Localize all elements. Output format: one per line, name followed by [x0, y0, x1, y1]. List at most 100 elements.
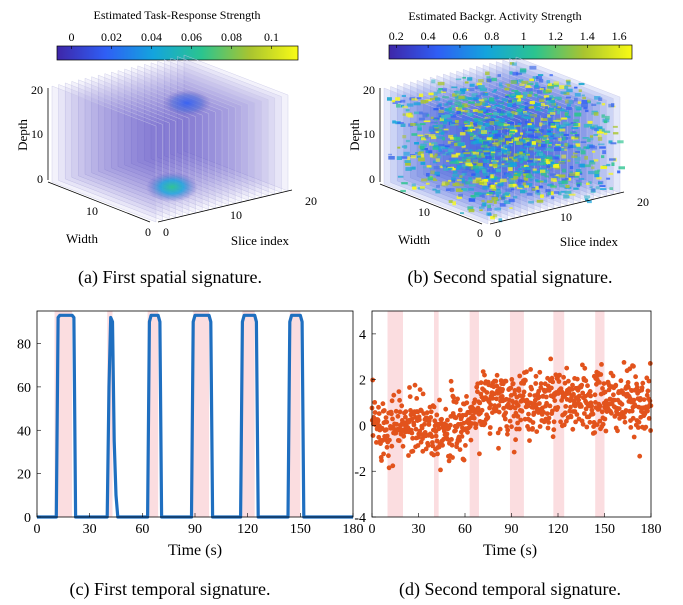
activity-voxel [541, 159, 546, 162]
activity-voxel [515, 153, 520, 156]
activity-voxel [519, 83, 525, 86]
activity-voxel [457, 179, 462, 182]
data-point [587, 419, 593, 425]
activity-voxel [437, 155, 442, 159]
data-point [598, 372, 604, 377]
activity-voxel [459, 175, 463, 178]
activity-voxel [431, 79, 436, 84]
colorbar-title-a: Estimated Task-Response Strength [94, 8, 261, 22]
activity-voxel [591, 166, 595, 170]
data-point [599, 362, 604, 367]
activity-voxel [578, 82, 585, 86]
y-tick-label: 80 [17, 338, 31, 353]
activity-voxel [497, 74, 501, 77]
y-tick-label: 20 [17, 468, 31, 483]
activity-voxel [474, 110, 479, 112]
activity-voxel [589, 186, 593, 189]
data-point [566, 389, 572, 395]
activity-voxel [475, 118, 482, 122]
data-point [538, 381, 544, 387]
activity-voxel [460, 177, 465, 180]
activity-voxel [565, 96, 571, 99]
activity-voxel [555, 143, 561, 146]
activity-voxel [479, 126, 486, 130]
activity-voxel [482, 118, 489, 121]
activity-voxel [410, 123, 416, 126]
activity-voxel [538, 142, 546, 145]
activity-voxel [535, 154, 539, 157]
activity-voxel [530, 144, 537, 147]
activity-voxel [588, 170, 595, 175]
activity-voxel [510, 163, 517, 167]
activity-voxel [527, 159, 534, 163]
activity-voxel [574, 86, 578, 89]
activity-voxel [425, 100, 429, 103]
data-point [463, 443, 468, 448]
colorbar-tick-label: 0.1 [264, 30, 279, 44]
activity-voxel [555, 154, 561, 158]
data-point [422, 421, 427, 427]
data-point [496, 445, 501, 451]
activity-voxel [456, 167, 460, 171]
activity-voxel [453, 121, 457, 123]
activity-voxel [467, 131, 471, 134]
activity-voxel [543, 122, 549, 125]
activity-voxel [568, 193, 576, 196]
data-point [478, 380, 484, 386]
data-point [424, 410, 430, 416]
activity-voxel [460, 88, 467, 91]
y-tick-label: -4 [354, 511, 366, 526]
panel-d: 0 30 60 90 120 150 180 -4 -2 0 2 4 Time (s) (d) Sec… [354, 310, 662, 600]
activity-voxel [467, 77, 473, 81]
data-point [426, 422, 432, 427]
activity-voxel [453, 136, 461, 141]
activity-voxel [540, 102, 545, 107]
slice-label-a: Slice index [231, 233, 290, 248]
activity-voxel [543, 136, 547, 141]
activity-voxel [483, 137, 488, 141]
activity-voxel [476, 162, 483, 167]
data-point [441, 436, 446, 442]
data-point [411, 422, 417, 428]
activity-voxel [575, 169, 582, 173]
data-point [574, 376, 580, 382]
activity-voxel [552, 156, 559, 160]
activity-voxel [417, 126, 421, 131]
data-point [420, 448, 426, 454]
activity-voxel [432, 117, 440, 120]
activity-voxel [548, 159, 553, 162]
activity-voxel [475, 177, 482, 181]
activity-voxel [447, 100, 453, 103]
activity-voxel [565, 184, 570, 188]
data-point [487, 425, 493, 430]
activity-voxel [438, 88, 443, 91]
data-point [562, 410, 568, 416]
activity-voxel [559, 109, 565, 112]
activity-voxel [457, 151, 462, 154]
activity-voxel [448, 134, 454, 139]
activity-voxel [434, 171, 440, 176]
data-point [472, 397, 478, 403]
activity-voxel [573, 119, 580, 122]
data-point [403, 409, 409, 414]
activity-voxel [561, 154, 567, 159]
activity-voxel [546, 132, 553, 136]
activity-voxel [527, 105, 531, 109]
activity-voxel [442, 164, 446, 167]
activity-voxel [498, 136, 504, 141]
data-point [564, 365, 570, 371]
activity-voxel [425, 182, 430, 185]
activity-voxel [574, 92, 581, 97]
data-point [507, 418, 513, 424]
data-point [435, 451, 440, 457]
data-point [511, 449, 517, 455]
activity-voxel [575, 172, 580, 176]
data-point [465, 429, 470, 435]
activity-voxel [478, 85, 485, 89]
activity-voxel [543, 135, 549, 138]
data-point [482, 421, 488, 426]
activity-voxel [433, 91, 438, 96]
activity-voxel [502, 126, 510, 128]
activity-voxel [485, 153, 490, 156]
data-point [376, 434, 382, 440]
